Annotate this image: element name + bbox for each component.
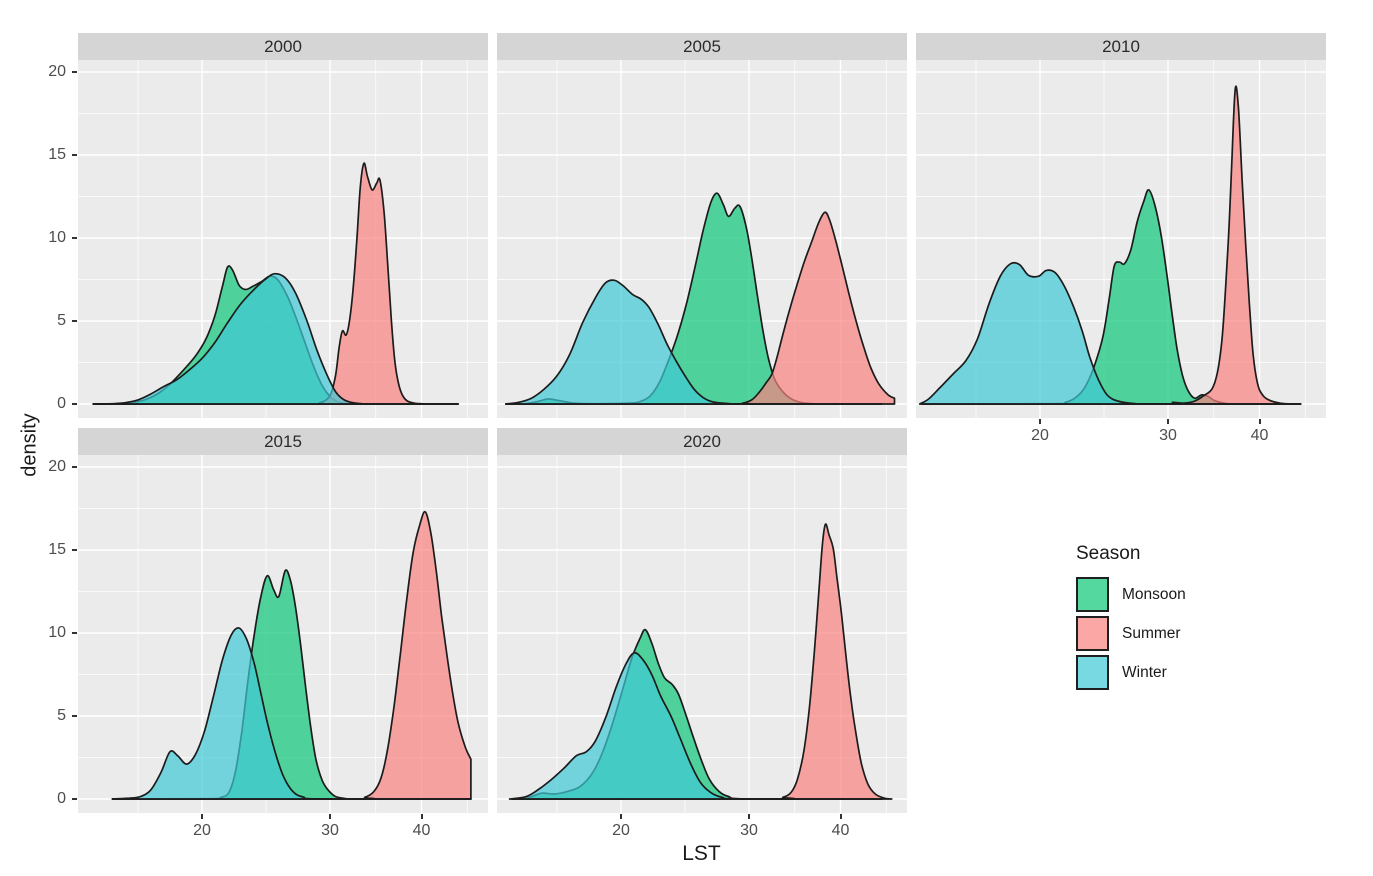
x-tick-label: 20 xyxy=(1031,427,1049,444)
x-tick-label: 30 xyxy=(321,822,339,839)
y-tick-label: 20 xyxy=(48,458,66,475)
y-tick-label: 5 xyxy=(57,312,66,329)
density-plot xyxy=(497,455,907,813)
legend-items: Monsoon Summer Winter xyxy=(1076,577,1186,690)
x-tick-label: 40 xyxy=(412,822,431,839)
x-tick-label: 30 xyxy=(1159,427,1177,444)
facet-strip: 2010 xyxy=(916,33,1326,60)
x-tick-label: 40 xyxy=(1250,427,1269,444)
x-tick-mark xyxy=(329,814,331,819)
density-curve-summer xyxy=(921,85,1302,405)
density-curve-winter xyxy=(504,279,883,405)
density-curve-summer xyxy=(511,523,893,800)
facet-panel: 2015 xyxy=(78,428,488,813)
x-tick-mark xyxy=(1258,419,1261,424)
y-tick-mark xyxy=(72,632,77,634)
legend-item: Monsoon xyxy=(1076,577,1186,612)
x-tick-mark xyxy=(1039,419,1041,424)
y-tick-label: 15 xyxy=(48,146,66,163)
y-tick-mark xyxy=(72,715,77,717)
x-tick-mark xyxy=(620,814,622,819)
x-tick-mark xyxy=(748,814,750,819)
y-tick-mark xyxy=(72,71,77,73)
legend-swatch xyxy=(1076,577,1109,612)
facet-panel: 2010 xyxy=(916,33,1326,418)
legend-title: Season xyxy=(1076,543,1141,564)
x-tick-mark xyxy=(420,814,423,819)
y-tick-label: 0 xyxy=(57,790,66,807)
y-tick-label: 15 xyxy=(48,541,66,558)
facet-strip: 2020 xyxy=(497,428,907,455)
y-tick-mark xyxy=(72,403,77,405)
facet-strip-label: 2020 xyxy=(683,431,721,451)
legend-item-label: Summer xyxy=(1122,624,1181,642)
y-tick-mark xyxy=(72,466,77,468)
density-curve-summer xyxy=(504,211,896,405)
y-tick-mark xyxy=(72,237,77,239)
facet-strip: 2015 xyxy=(78,428,488,455)
density-plot xyxy=(78,60,488,418)
density-curve-winter xyxy=(92,272,459,405)
x-tick-mark xyxy=(201,814,203,819)
density-plot xyxy=(497,60,907,418)
legend-swatch xyxy=(1076,616,1109,651)
facet-strip: 2005 xyxy=(497,33,907,60)
y-tick-label: 0 xyxy=(57,395,66,412)
legend-item: Winter xyxy=(1076,655,1186,690)
density-curve-winter xyxy=(918,261,1302,405)
legend: Season Monsoon Summer Winter xyxy=(1076,543,1186,694)
x-tick-label: 30 xyxy=(740,822,758,839)
x-tick-label: 20 xyxy=(612,822,630,839)
y-tick-mark xyxy=(72,549,77,551)
density-curve-winter xyxy=(508,651,883,800)
density-curve-summer xyxy=(111,510,472,800)
density-plot xyxy=(78,455,488,813)
legend-item: Summer xyxy=(1076,616,1186,651)
y-tick-label: 5 xyxy=(57,707,66,724)
facet-strip-label: 2000 xyxy=(264,36,302,56)
facet-strip: 2000 xyxy=(78,33,488,60)
legend-item-label: Winter xyxy=(1122,663,1167,681)
y-tick-mark xyxy=(72,154,77,156)
x-tick-mark xyxy=(839,814,842,819)
facet-panel: 2020 xyxy=(497,428,907,813)
facet-strip-label: 2005 xyxy=(683,36,721,56)
y-tick-label: 10 xyxy=(48,229,66,246)
legend-item-label: Monsoon xyxy=(1122,585,1186,603)
x-tick-mark xyxy=(1167,419,1169,424)
x-axis-title: LST xyxy=(682,842,721,865)
facet-strip-label: 2015 xyxy=(264,431,302,451)
facet-strip-label: 2010 xyxy=(1102,36,1140,56)
facet-panel: 2000 xyxy=(78,33,488,418)
y-tick-mark xyxy=(72,798,77,800)
density-plot xyxy=(916,60,1326,418)
x-tick-label: 20 xyxy=(193,822,211,839)
y-tick-label: 10 xyxy=(48,624,66,641)
y-tick-mark xyxy=(72,320,77,322)
x-tick-label: 40 xyxy=(831,822,850,839)
legend-swatch xyxy=(1076,655,1109,690)
facet-panel: 2005 xyxy=(497,33,907,418)
y-tick-label: 20 xyxy=(48,63,66,80)
density-curve-winter xyxy=(111,626,472,800)
